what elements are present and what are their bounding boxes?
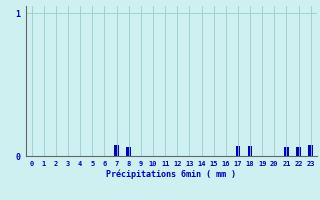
Bar (248, 146, 252, 156)
Bar (114, 145, 119, 156)
X-axis label: Précipitations 6min ( mm ): Précipitations 6min ( mm ) (106, 170, 236, 179)
Bar (296, 147, 301, 156)
Bar (236, 146, 240, 156)
Bar (126, 147, 131, 156)
Bar (284, 147, 289, 156)
Bar (308, 145, 313, 156)
